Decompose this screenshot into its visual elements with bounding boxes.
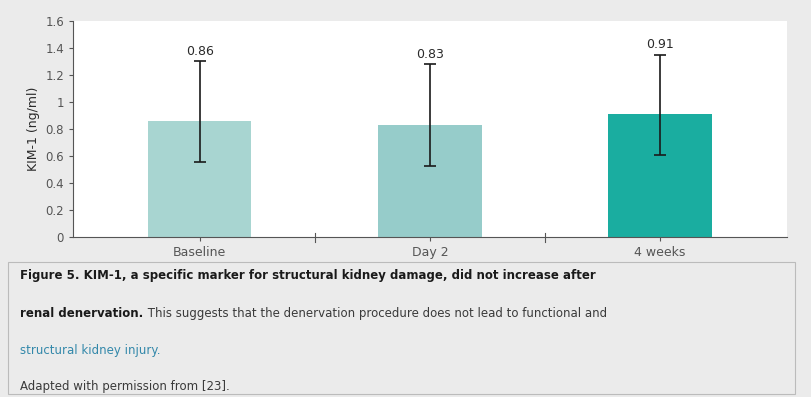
Text: Adapted with permission from [23].: Adapted with permission from [23]. — [20, 380, 230, 393]
FancyBboxPatch shape — [8, 262, 795, 394]
Text: structural kidney injury.: structural kidney injury. — [20, 344, 161, 357]
Text: renal denervation.: renal denervation. — [20, 306, 144, 320]
Text: Figure 5. KIM-1, a specific marker for structural kidney damage, did not increas: Figure 5. KIM-1, a specific marker for s… — [20, 269, 596, 282]
Text: This suggests that the denervation procedure does not lead to functional and: This suggests that the denervation proce… — [144, 306, 607, 320]
